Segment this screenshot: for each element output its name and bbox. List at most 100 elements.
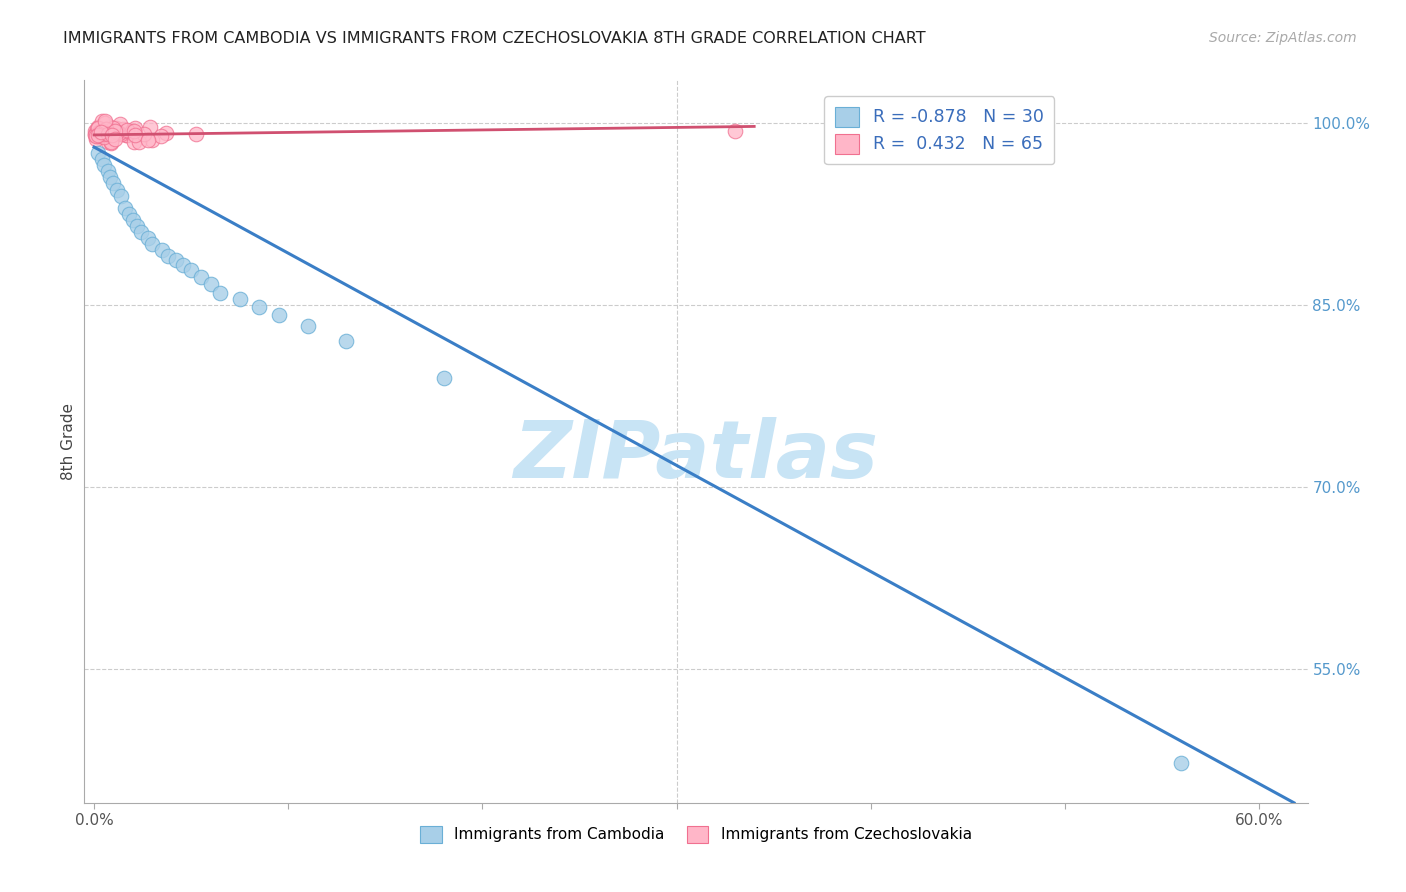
Point: [335, 334, 357, 349]
Legend: Immigrants from Cambodia, Immigrants from Czechoslovakia: Immigrants from Cambodia, Immigrants fro…: [413, 820, 979, 849]
Point: [97, 127, 120, 141]
Point: [104, 124, 127, 138]
Point: [112, 124, 135, 138]
Point: [84, 132, 107, 146]
Point: [100, 135, 122, 149]
Point: [141, 237, 163, 252]
Point: [115, 128, 138, 142]
Point: [87, 121, 110, 136]
Point: [228, 292, 250, 306]
Point: [122, 213, 145, 227]
Point: [91, 127, 114, 141]
Point: [105, 126, 128, 140]
Point: [91, 129, 114, 144]
Point: [110, 128, 132, 142]
Y-axis label: 8th Grade: 8th Grade: [60, 403, 76, 480]
Point: [150, 244, 173, 258]
Point: [138, 231, 160, 245]
Point: [724, 124, 747, 138]
Point: [104, 123, 127, 137]
Point: [87, 146, 110, 161]
Point: [107, 126, 129, 140]
Point: [87, 128, 110, 142]
Point: [186, 127, 208, 141]
Point: [96, 127, 118, 141]
Point: [97, 135, 120, 149]
Point: [89, 126, 111, 140]
Point: [105, 125, 128, 139]
Point: [128, 135, 150, 149]
Point: [94, 113, 117, 128]
Point: [87, 120, 110, 135]
Point: [110, 188, 132, 202]
Point: [86, 129, 108, 144]
Point: [114, 201, 136, 215]
Point: [247, 301, 270, 315]
Text: IMMIGRANTS FROM CAMBODIA VS IMMIGRANTS FROM CZECHOSLOVAKIA 8TH GRADE CORRELATION: IMMIGRANTS FROM CAMBODIA VS IMMIGRANTS F…: [63, 31, 927, 46]
Point: [89, 128, 111, 143]
Point: [432, 371, 454, 385]
Point: [118, 207, 141, 221]
Point: [150, 129, 173, 144]
Point: [267, 308, 290, 322]
Point: [112, 122, 135, 136]
Point: [122, 124, 145, 138]
Point: [101, 130, 124, 145]
Point: [84, 126, 107, 140]
Point: [90, 125, 112, 139]
Point: [98, 120, 121, 134]
Point: [86, 129, 108, 144]
Point: [115, 123, 138, 137]
Point: [103, 177, 125, 191]
Point: [107, 127, 129, 141]
Point: [100, 136, 122, 150]
Point: [105, 120, 128, 135]
Point: [125, 219, 148, 233]
Point: [1170, 756, 1192, 770]
Point: [297, 318, 319, 333]
Point: [122, 135, 145, 149]
Point: [94, 122, 117, 136]
Point: [86, 122, 108, 136]
Point: [98, 170, 121, 185]
Point: [84, 124, 107, 138]
Text: Source: ZipAtlas.com: Source: ZipAtlas.com: [1209, 31, 1357, 45]
Point: [91, 124, 114, 138]
Point: [84, 128, 107, 142]
Point: [138, 133, 160, 147]
Point: [100, 123, 122, 137]
Point: [93, 158, 115, 172]
Point: [91, 126, 114, 140]
Point: [108, 117, 131, 131]
Point: [117, 128, 139, 142]
Point: [93, 130, 115, 145]
Point: [141, 133, 163, 147]
Point: [129, 225, 152, 239]
Point: [180, 262, 202, 277]
Point: [124, 121, 146, 136]
Point: [139, 120, 162, 135]
Point: [97, 164, 120, 178]
Point: [190, 270, 212, 285]
Text: ZIPatlas: ZIPatlas: [513, 417, 879, 495]
Point: [124, 128, 146, 142]
Point: [172, 258, 194, 272]
Point: [89, 125, 111, 139]
Point: [101, 121, 124, 136]
Point: [155, 126, 177, 140]
Point: [209, 285, 232, 300]
Point: [104, 132, 127, 146]
Point: [84, 128, 107, 142]
Point: [91, 113, 114, 128]
Point: [90, 152, 112, 166]
Point: [105, 183, 128, 197]
Point: [165, 252, 187, 267]
Point: [156, 249, 179, 263]
Point: [200, 277, 222, 292]
Point: [101, 128, 124, 143]
Point: [134, 128, 156, 142]
Point: [94, 116, 117, 130]
Point: [117, 126, 139, 140]
Point: [122, 127, 145, 141]
Point: [121, 124, 143, 138]
